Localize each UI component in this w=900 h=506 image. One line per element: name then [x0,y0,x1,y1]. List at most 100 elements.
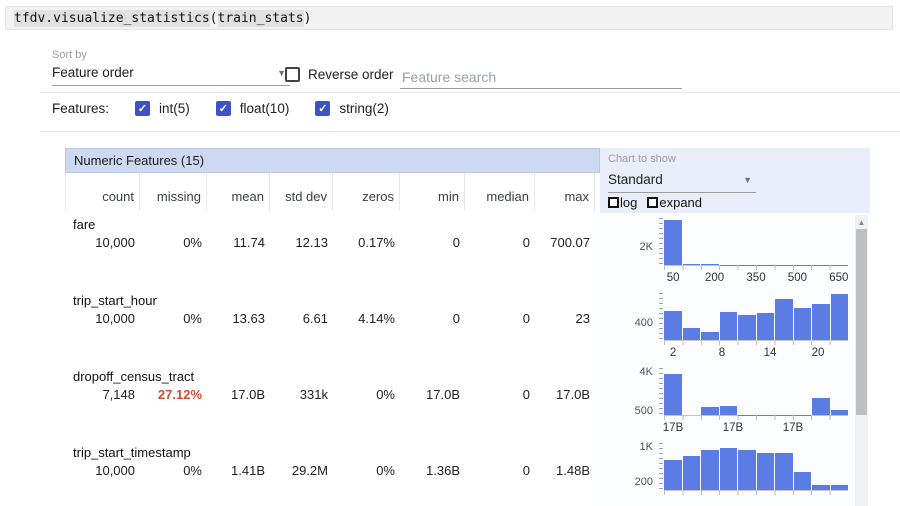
scrollbar-thumb[interactable] [856,229,867,415]
feature-name: dropoff_census_tract [73,369,195,384]
table-column-headers: count missing mean std dev zeros min med… [65,173,600,211]
chart-to-show-value: Standard [608,172,663,187]
cell-mean: 11.74 [233,235,265,250]
cell-stddev: 6.61 [302,311,328,326]
cell-min: 0 [452,311,460,326]
sort-by-label: Sort by [52,49,87,61]
col-header-count: count [65,173,140,211]
col-header-missing: missing [140,173,207,211]
feature-type-filters: Features: ✓ int(5) ✓ float(10) ✓ string(… [52,101,389,116]
table-rows: fare 10,000 0% 11.74 12.13 0.17% 0 0 700… [65,213,600,506]
features-label: Features: [52,101,110,116]
cell-count: 7,148 [102,387,135,402]
log-checkbox[interactable]: log [608,195,637,210]
code-paren-open: ( [209,10,218,26]
histogram-trip-start-timestamp: 1K 200 [600,438,870,506]
checkbox-unchecked-icon [285,67,300,82]
cell-zeros: 0% [376,387,395,402]
cell-missing-alert: 27.12% [157,387,202,402]
cell-missing: 0% [183,235,202,250]
filter-string-checkbox[interactable]: ✓ string(2) [315,101,389,116]
feature-name: trip_start_hour [73,293,157,308]
expand-label: expand [659,195,703,210]
chart-panel-header: Chart to show Standard ▼ log expand [600,148,870,213]
cell-median: 0 [522,387,530,402]
cell-count: 10,000 [95,311,135,326]
cell-zeros: 4.14% [358,311,395,326]
check-icon: ✓ [215,101,231,116]
cell-max: 23 [575,311,590,326]
cell-median: 0 [522,311,530,326]
checkbox-unchecked-icon [608,197,619,208]
sort-by-group: Sort by Feature order ▼ [52,49,290,86]
notebook-code-cell[interactable]: tfdv.visualize_statistics(train_stats) [5,6,893,30]
cell-zeros: 0.17% [358,235,395,250]
cell-mean: 13.63 [232,311,265,326]
cell-count: 10,000 [95,463,135,478]
table-title: Numeric Features (15) [65,148,600,173]
feature-search-input[interactable] [400,66,682,89]
cell-max: 1.48B [556,463,590,478]
cell-mean: 17.0B [231,387,265,402]
feature-name: trip_start_timestamp [73,445,191,460]
log-label: log [620,195,638,210]
filter-float-label: float(10) [239,101,290,116]
filter-int-label: int(5) [159,101,190,116]
divider [40,92,900,93]
expand-checkbox[interactable]: expand [647,195,702,210]
cell-stddev: 331k [299,387,328,402]
col-header-stddev: std dev [270,173,333,211]
cell-median: 0 [522,235,530,250]
reverse-order-label: Reverse order [308,67,394,82]
check-icon: ✓ [135,101,151,116]
chart-panel: Chart to show Standard ▼ log expand [600,148,870,506]
vertical-scrollbar[interactable]: ▲ [855,215,868,506]
chevron-down-icon: ▼ [743,174,752,185]
cell-stddev: 29.2M [291,463,328,478]
col-header-zeros: zeros [333,173,400,211]
col-header-max: max [535,173,595,211]
code-argument: train_stats [217,9,304,27]
col-header-median: median [465,173,535,211]
scroll-up-arrow-icon[interactable]: ▲ [857,217,866,227]
histogram-list: 2K 50 200 350 500 650 400 2 8 14 20 4K 500 17B 17B 17… [600,213,870,506]
cell-mean: 1.41B [231,463,265,478]
cell-count: 10,000 [95,235,135,250]
filter-string-label: string(2) [339,101,389,116]
cell-stddev: 12.13 [295,235,328,250]
histogram-trip-start-hour: 400 2 8 14 20 [600,288,870,363]
code-paren-close: ) [303,10,312,26]
divider [40,131,900,132]
col-header-mean: mean [207,173,270,211]
cell-max: 700.07 [550,235,590,250]
filter-float-checkbox[interactable]: ✓ float(10) [215,101,290,116]
check-icon: ✓ [315,101,331,116]
filter-int-checkbox[interactable]: ✓ int(5) [135,101,190,116]
histogram-dropoff-census-tract: 4K 500 17B 17B 17B [600,363,870,438]
table-row: dropoff_census_tract 7,148 27.12% 17.0B … [65,365,600,441]
cell-missing: 0% [183,463,202,478]
table-row: trip_start_timestamp 10,000 0% 1.41B 29.… [65,441,600,506]
cell-min: 17.0B [426,387,460,402]
chevron-down-icon: ▼ [277,67,286,78]
table-row: trip_start_hour 10,000 0% 13.63 6.61 4.1… [65,289,600,365]
cell-zeros: 0% [376,463,395,478]
cell-max: 17.0B [556,387,590,402]
col-header-min: min [400,173,465,211]
numeric-features-table: Numeric Features (15) count missing mean… [65,148,600,506]
cell-min: 0 [452,235,460,250]
sort-by-value: Feature order [52,65,134,80]
chart-to-show-label: Chart to show [608,153,676,165]
cell-median: 0 [522,463,530,478]
sort-by-select[interactable]: Feature order ▼ [52,65,290,86]
checkbox-unchecked-icon [647,197,659,208]
histogram-fare: 2K 50 200 350 500 650 [600,213,870,288]
reverse-order-checkbox[interactable]: Reverse order [285,67,394,82]
chart-to-show-select[interactable]: Standard ▼ [608,172,756,193]
cell-min: 1.36B [426,463,460,478]
table-row: fare 10,000 0% 11.74 12.13 0.17% 0 0 700… [65,213,600,289]
feature-name: fare [73,217,96,232]
code-function: tfdv.visualize_statistics [14,9,210,27]
cell-missing: 0% [183,311,202,326]
